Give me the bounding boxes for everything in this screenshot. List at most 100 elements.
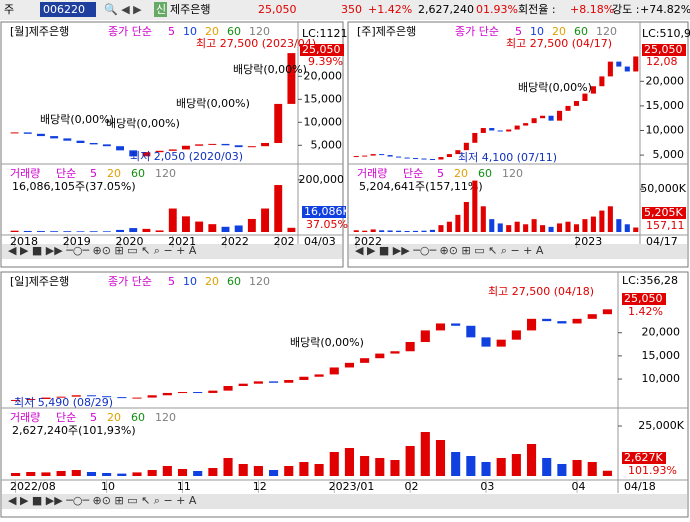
scroll-controls[interactable]: ◀ ▶ ■ ▶▶ ─○─ ⊕⊙ ⊞ ▭ ↖ ⌕ − + A (355, 244, 544, 257)
candle (353, 156, 359, 158)
market[interactable]: 주 (4, 3, 14, 16)
candle (208, 390, 218, 393)
candle (182, 145, 190, 150)
code-box[interactable] (40, 2, 96, 17)
right-label: LC:1121 (302, 27, 348, 40)
y-tick-label: 15,000 (646, 99, 685, 112)
ma-period: 10 (183, 275, 197, 288)
candle (155, 150, 164, 153)
ma-period: 120 (249, 25, 270, 38)
annotation: 최고 27,500 (04/17) (506, 37, 612, 50)
volume-tick-label: 25,000K (638, 419, 684, 432)
volume-ma-label: 단순 (56, 167, 76, 180)
y-tick-label: 20,000 (646, 74, 685, 87)
volume-bar (506, 225, 512, 232)
panel-frame (0, 21, 344, 268)
volume-bar (238, 464, 248, 476)
toolbar (0, 0, 690, 20)
volume-bar (573, 224, 580, 232)
x-tick-label: 202 (274, 235, 295, 248)
volume-bar (624, 224, 630, 232)
candle (253, 381, 263, 384)
candle (379, 154, 385, 156)
code[interactable]: 006220 (43, 3, 85, 16)
volume-bar (362, 230, 368, 232)
candle (573, 100, 580, 106)
volume-bar (435, 440, 446, 476)
annotation: 최저 5,490 (08/29) (14, 396, 113, 409)
volume-bar (599, 210, 605, 232)
candle (329, 367, 339, 375)
panel-title: [월]제주은행 (10, 25, 69, 38)
candle (514, 125, 520, 130)
volume-bar (269, 470, 279, 476)
volume-bar (375, 458, 385, 476)
x-tick-label: 12 (253, 480, 267, 493)
y-tick-label: 20,000 (304, 69, 343, 82)
volume-bar (511, 454, 521, 476)
turnover: +8.18% (570, 3, 614, 16)
volume-bar (607, 206, 613, 232)
volume-bar (329, 452, 339, 476)
x-tick-label: 03 (480, 480, 494, 493)
volume-ma-label: 단순 (56, 411, 76, 424)
volume-bar (405, 446, 415, 476)
candle (314, 374, 324, 377)
candle (404, 157, 410, 159)
candle (511, 330, 521, 340)
candle (548, 115, 554, 121)
candle (261, 142, 269, 147)
x-tick-label: 2020 (115, 235, 143, 248)
volume-bar (451, 452, 461, 476)
x-tick-label: 04 (571, 480, 585, 493)
search-icon[interactable]: 🔍 ◀ ▶ (104, 2, 142, 16)
candle (195, 144, 204, 146)
candle (41, 397, 51, 399)
candle (223, 386, 233, 391)
scroll-controls[interactable]: ◀ ▶ ■ ▶▶ ─○─ ⊕⊙ ⊞ ▭ ↖ ⌕ − + A (8, 494, 197, 507)
right-label: LC:510,9 (642, 27, 690, 40)
annotation: 배당락(0,00%) (176, 97, 250, 110)
volume-bar (299, 462, 309, 476)
candle (506, 129, 512, 132)
candle (607, 61, 613, 77)
candle (116, 146, 124, 151)
scroll-controls[interactable]: ◀ ▶ ■ ▶▶ ─○─ ⊕⊙ ⊞ ▭ ↖ ⌕ − + A (8, 244, 197, 257)
volume-bar (590, 216, 596, 232)
candle (37, 133, 45, 137)
volume-rate: 01.93% (476, 3, 518, 16)
volume-bar (86, 472, 97, 476)
volume-bar (396, 230, 402, 232)
right-label: 157,11 (646, 219, 685, 232)
ma-period: 10 (530, 25, 544, 38)
x-tick-label: 2022 (221, 235, 249, 248)
right-label: 25,050 (302, 43, 341, 56)
candle (247, 146, 256, 148)
annotation: 최고 27,500 (2023/04) (196, 37, 316, 50)
candle (435, 323, 446, 331)
volume-bar (50, 231, 59, 232)
volume-bar (480, 206, 486, 232)
ma-period: 5 (168, 275, 175, 288)
right-label: 9.39% (308, 55, 343, 68)
ma-period: 120 (249, 275, 270, 288)
volume-ma-period: 20 (107, 411, 121, 424)
last-date: 04/03 (304, 235, 336, 248)
strength: +74.82% (640, 3, 690, 16)
candle (420, 330, 430, 342)
candle (102, 396, 112, 398)
candle (147, 395, 157, 398)
candle (274, 103, 283, 143)
volume-bar (193, 471, 203, 476)
ma-label: 종가 단순 (108, 275, 152, 288)
x-tick-label: 2018 (10, 235, 38, 248)
x-tick-label: 2022/08 (10, 480, 56, 493)
candle (269, 381, 279, 383)
candle (542, 318, 552, 322)
volume-ma-period: 20 (454, 167, 468, 180)
annotation: 배당락(0,00%) (518, 81, 592, 94)
price-tag (622, 293, 666, 305)
candle (624, 66, 630, 72)
candle (287, 53, 296, 104)
candle (56, 396, 66, 398)
